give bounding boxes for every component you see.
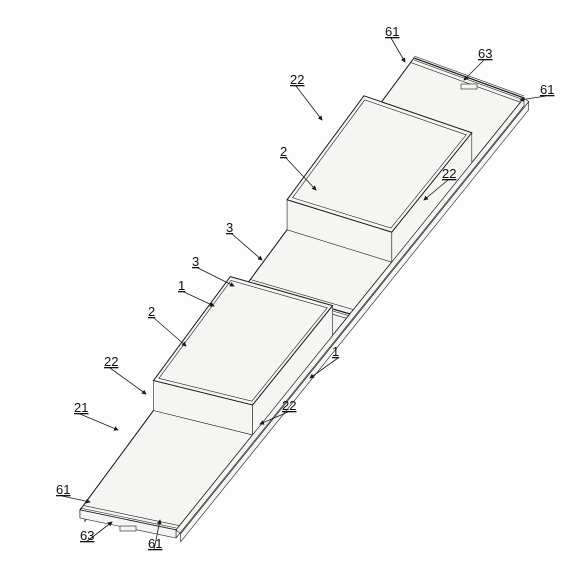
ref-label-l61d: 61 (148, 536, 162, 551)
ref-label-l61b: 61 (540, 82, 554, 97)
ref-label-l1b: 1 (332, 344, 339, 359)
geometry-layer (80, 56, 529, 542)
ref-label-l22b: 22 (442, 166, 456, 181)
ref-label-l61a: 61 (385, 24, 399, 39)
ref-label-l3a: 3 (226, 220, 233, 235)
ref-label-l22a: 22 (290, 72, 304, 87)
ref-label-l2a: 2 (280, 144, 287, 159)
ref-label-l3b: 3 (192, 254, 199, 269)
ref-label-l1a: 1 (178, 278, 185, 293)
ref-label-l22d: 22 (282, 398, 296, 413)
ref-label-l63b: 63 (80, 528, 94, 543)
ref-label-l61c: 61 (56, 482, 70, 497)
ref-label-l63a: 63 (478, 46, 492, 61)
ref-label-l2b: 2 (148, 304, 155, 319)
technical-diagram: 6163612223223122212221616361 (0, 0, 577, 584)
ref-label-l22c: 22 (104, 354, 118, 369)
ref-label-l21: 21 (74, 400, 88, 415)
